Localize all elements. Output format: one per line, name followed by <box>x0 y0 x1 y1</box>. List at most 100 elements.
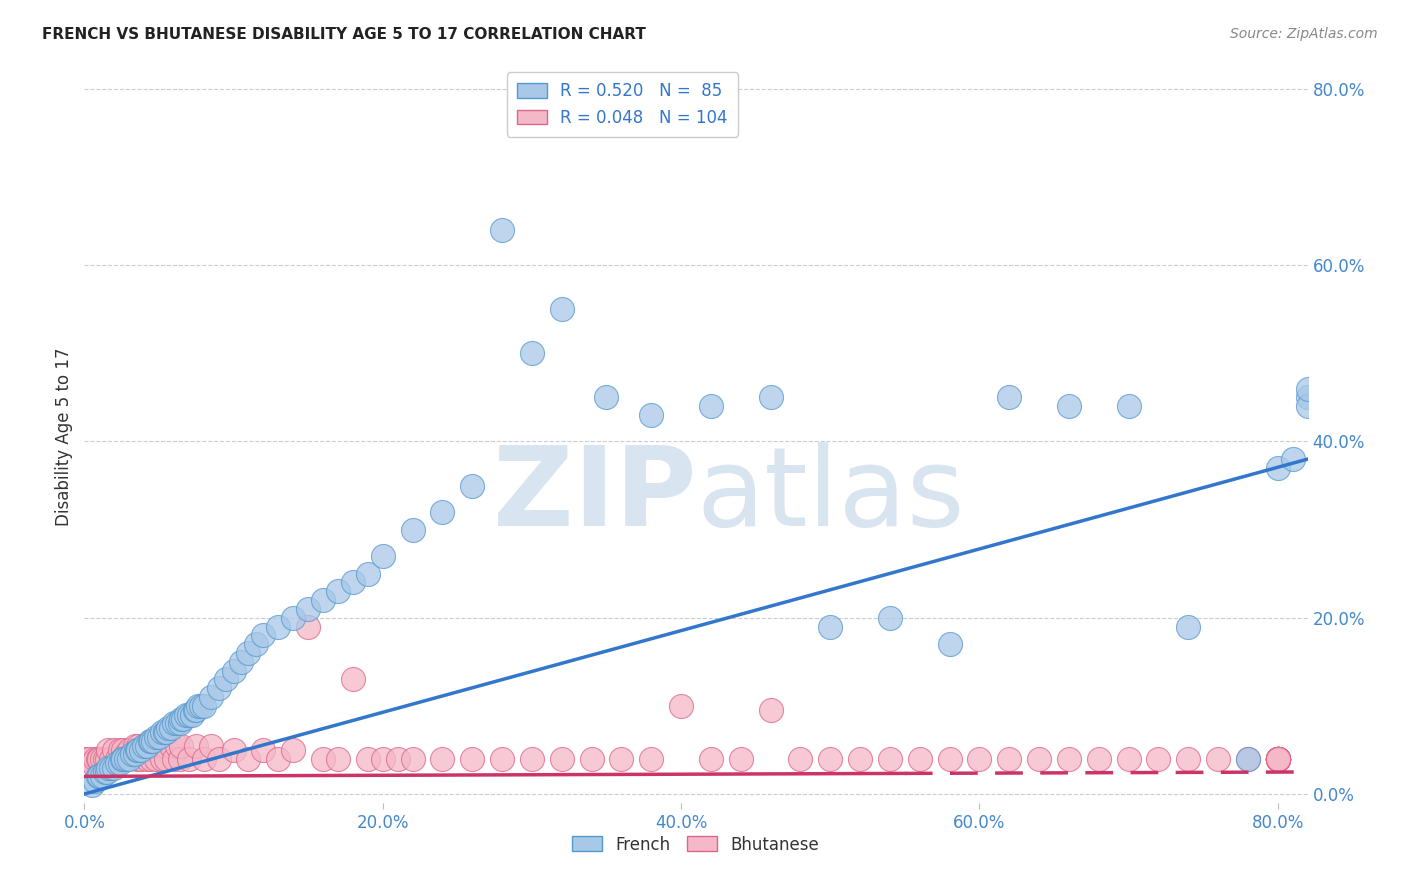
Point <box>121 747 143 762</box>
Legend: French, Bhutanese: French, Bhutanese <box>565 829 827 860</box>
Point <box>371 752 394 766</box>
Point <box>283 743 305 757</box>
Point <box>118 752 141 766</box>
Text: Source: ZipAtlas.com: Source: ZipAtlas.com <box>1230 27 1378 41</box>
Point <box>129 743 152 757</box>
Point <box>491 752 513 766</box>
Point <box>595 391 617 405</box>
Point <box>190 698 212 713</box>
Point <box>700 752 723 766</box>
Point <box>1177 752 1199 766</box>
Point <box>1267 752 1289 766</box>
Point <box>124 747 146 762</box>
Point <box>818 619 841 633</box>
Point <box>105 752 128 766</box>
Point <box>1267 752 1289 766</box>
Text: atlas: atlas <box>696 442 965 549</box>
Point <box>1267 752 1289 766</box>
Point <box>222 664 245 678</box>
Point <box>124 739 146 753</box>
Point <box>238 646 260 660</box>
Point <box>849 752 872 766</box>
Point <box>969 752 991 766</box>
Point <box>91 752 114 766</box>
Point <box>401 752 423 766</box>
Point <box>160 739 183 753</box>
Point <box>155 725 177 739</box>
Point <box>132 739 155 753</box>
Point <box>908 752 931 766</box>
Point <box>669 698 692 713</box>
Point <box>759 703 782 717</box>
Point <box>163 716 186 731</box>
Point <box>222 743 245 757</box>
Point <box>150 752 173 766</box>
Point <box>127 739 149 753</box>
Point <box>111 752 134 766</box>
Point <box>1057 752 1080 766</box>
Point <box>267 619 290 633</box>
Point <box>938 637 960 651</box>
Point <box>169 716 191 731</box>
Point <box>1206 752 1229 766</box>
Point <box>193 698 215 713</box>
Point <box>1237 752 1260 766</box>
Point <box>94 752 117 766</box>
Point <box>215 673 238 687</box>
Y-axis label: Disability Age 5 to 17: Disability Age 5 to 17 <box>55 348 73 526</box>
Point <box>115 752 138 766</box>
Point <box>184 703 207 717</box>
Point <box>118 743 141 757</box>
Point <box>1281 452 1303 467</box>
Point <box>1267 752 1289 766</box>
Point <box>1267 752 1289 766</box>
Point <box>312 752 335 766</box>
Point <box>730 752 752 766</box>
Point <box>1267 752 1289 766</box>
Point <box>1267 752 1289 766</box>
Point <box>326 584 349 599</box>
Point <box>1028 752 1050 766</box>
Point <box>73 752 96 766</box>
Point <box>432 505 454 519</box>
Point <box>1267 461 1289 475</box>
Point <box>297 619 319 633</box>
Point <box>1147 752 1170 766</box>
Point <box>207 681 229 696</box>
Point <box>818 752 841 766</box>
Point <box>229 655 252 669</box>
Point <box>357 752 380 766</box>
Point <box>108 756 131 771</box>
Point <box>200 739 222 753</box>
Point <box>153 725 176 739</box>
Point <box>610 752 633 766</box>
Point <box>96 752 118 766</box>
Point <box>174 707 197 722</box>
Point <box>879 611 901 625</box>
Point <box>89 769 111 783</box>
Point <box>145 752 167 766</box>
Point <box>387 752 409 766</box>
Point <box>938 752 960 766</box>
Point <box>1118 752 1140 766</box>
Point <box>103 743 125 757</box>
Point <box>1267 752 1289 766</box>
Point <box>326 752 349 766</box>
Point <box>169 752 191 766</box>
Point <box>170 739 193 753</box>
Point <box>238 752 260 766</box>
Point <box>551 302 574 317</box>
Point <box>461 478 484 492</box>
Point <box>155 752 177 766</box>
Point <box>1267 752 1289 766</box>
Point <box>132 739 155 753</box>
Point <box>112 743 135 757</box>
Point <box>125 743 148 757</box>
Point <box>100 752 122 766</box>
Point <box>166 716 188 731</box>
Point <box>342 575 364 590</box>
Point <box>177 752 200 766</box>
Point <box>1267 752 1289 766</box>
Point <box>252 743 274 757</box>
Point <box>142 734 165 748</box>
